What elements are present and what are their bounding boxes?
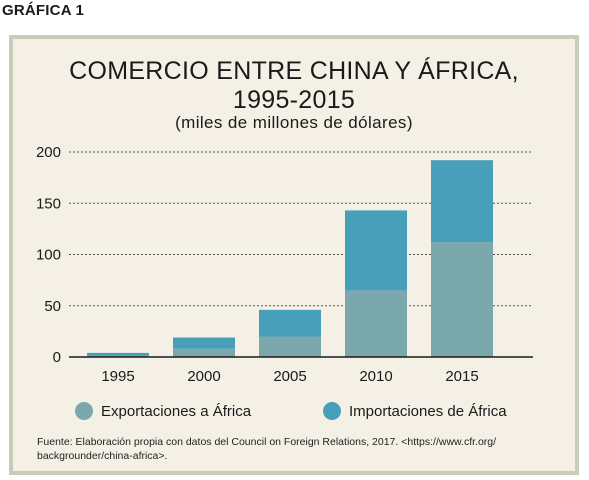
legend-label-imports: Importaciones de África: [349, 402, 507, 420]
bar-exports: [345, 290, 407, 357]
bar-chart: 0 50 100 150 200 1995 2000 2005 2010 2015: [36, 144, 533, 385]
legend-item-imports: Importaciones de África: [323, 401, 507, 421]
source-note-line2: backgrounder/china-africa>.: [37, 450, 168, 462]
y-tick-label: 150: [36, 195, 61, 212]
x-tick-label: 2015: [445, 368, 478, 385]
y-tick-label: 100: [36, 247, 61, 264]
y-tick-label: 0: [53, 349, 61, 366]
bar-imports: [431, 160, 493, 243]
x-tick-label: 2010: [359, 368, 392, 385]
legend-swatch-imports: [323, 402, 341, 420]
bar-exports: [173, 348, 235, 357]
x-tick-label: 2000: [187, 368, 220, 385]
chart-title-line2: 1995-2015: [232, 86, 356, 114]
legend-label-exports: Exportaciones a África: [101, 402, 252, 420]
bar-imports: [173, 337, 235, 349]
chart-subtitle: (miles de millones de dólares): [175, 113, 413, 132]
bar-exports: [431, 242, 493, 357]
bar-imports: [87, 352, 149, 356]
bar-imports: [345, 210, 407, 291]
legend-swatch-exports: [75, 402, 93, 420]
bar-exports: [87, 355, 149, 357]
y-tick-label: 50: [44, 298, 61, 315]
x-tick-label: 2005: [273, 368, 306, 385]
source-note-line1: Fuente: Elaboración propia con datos del…: [37, 436, 497, 448]
bar-imports: [259, 309, 321, 337]
chart-title-line1: COMERCIO ENTRE CHINA Y ÁFRICA,: [69, 57, 519, 85]
legend-item-exports: Exportaciones a África: [75, 401, 251, 421]
x-tick-label: 1995: [101, 368, 134, 385]
figure-label: GRÁFICA 1: [2, 2, 85, 19]
chart-panel: COMERCIO ENTRE CHINA Y ÁFRICA, 1995-2015…: [9, 35, 579, 475]
source-note: Fuente: Elaboración propia con datos del…: [37, 435, 557, 463]
y-tick-label: 200: [36, 144, 61, 161]
bar-exports: [259, 336, 321, 357]
